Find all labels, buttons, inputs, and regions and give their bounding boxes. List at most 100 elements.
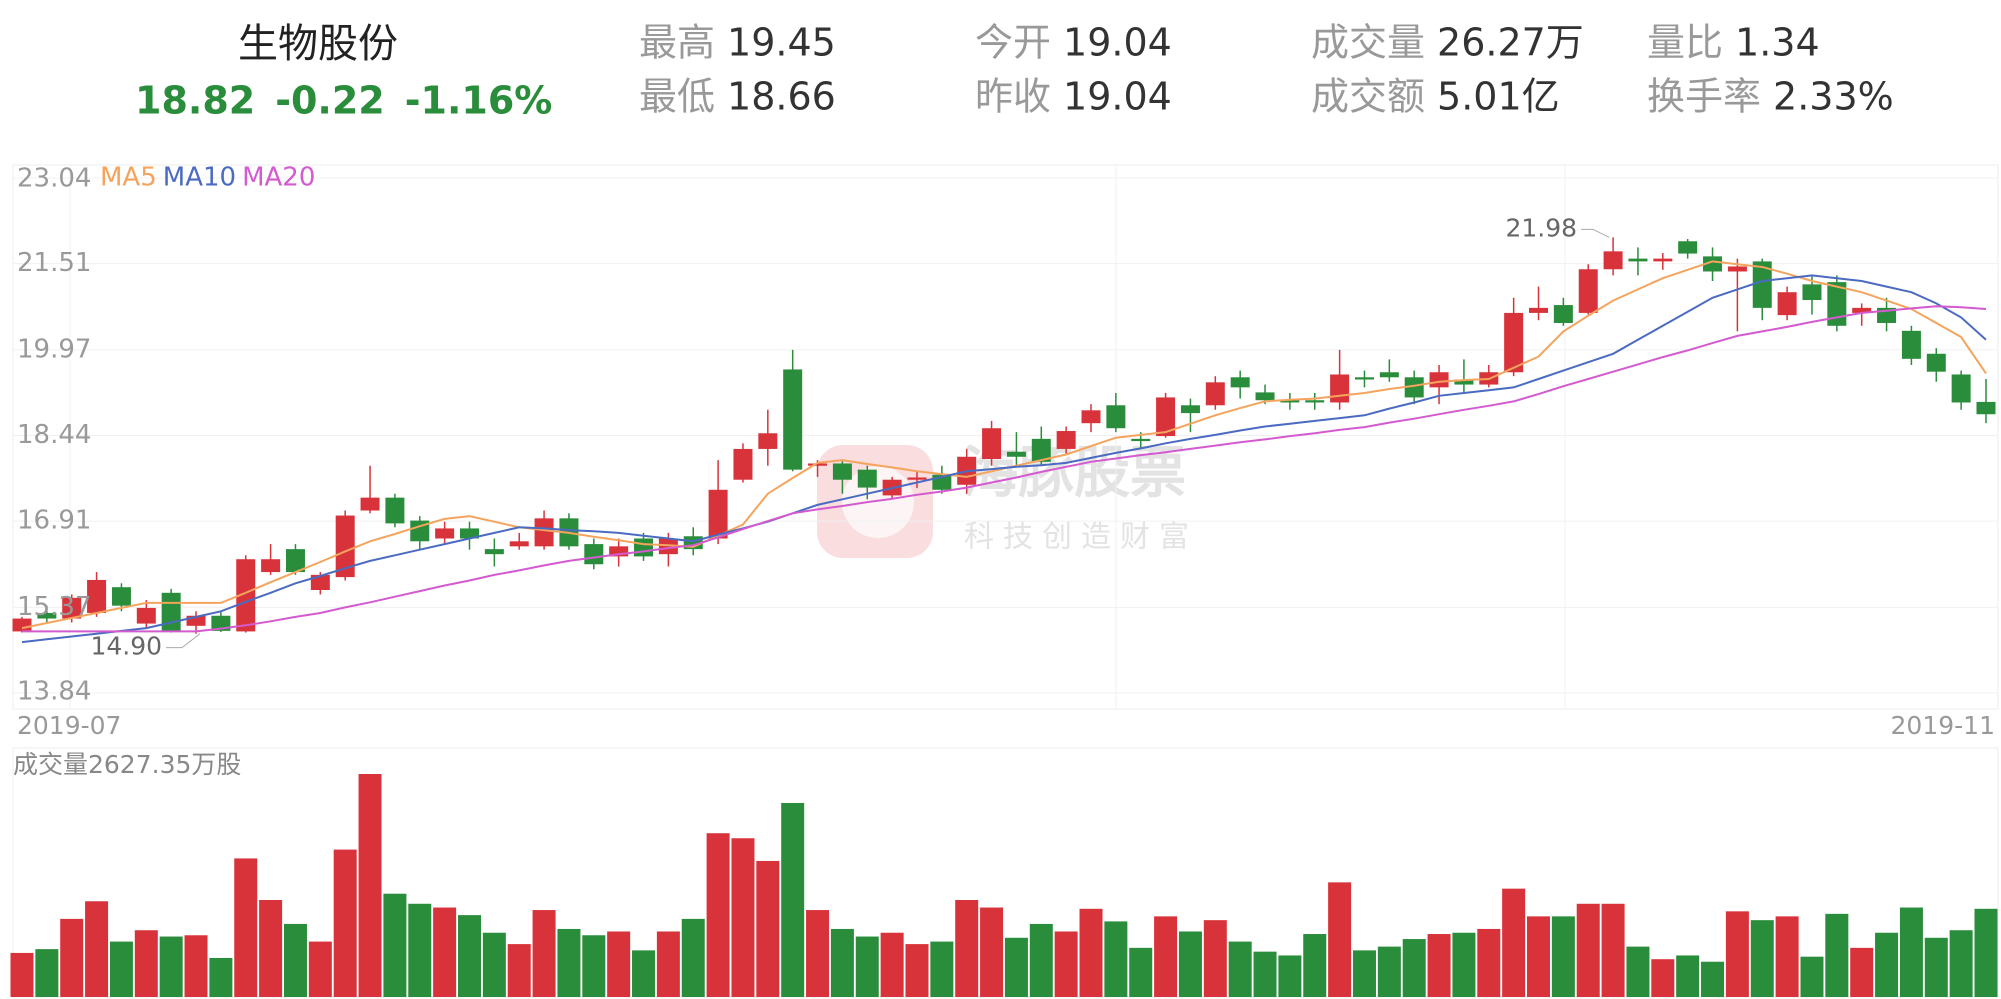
candle-body (1628, 258, 1648, 262)
volume-bar (457, 915, 481, 997)
candle-body (1603, 251, 1623, 270)
candle-body (459, 528, 479, 539)
volume-bar (930, 941, 954, 997)
candle-body (1777, 292, 1797, 316)
candle-body (1703, 256, 1723, 272)
volume-bar (1551, 916, 1575, 997)
volume-bar (1154, 916, 1178, 997)
stat-value: 26.27万 (1437, 21, 1584, 65)
candle-body (1106, 405, 1126, 429)
stat-label: 成交额 (1311, 75, 1425, 119)
candle-body (658, 538, 678, 555)
candle-body (584, 544, 604, 565)
stat-value: 19.45 (727, 21, 836, 65)
price-panel (12, 164, 1999, 710)
candle-body (1156, 397, 1176, 437)
volume-bar (1676, 955, 1700, 997)
candle-body (1056, 431, 1076, 449)
legend-entry: MA10 (163, 163, 236, 193)
x-label-start: 2019-07 (17, 711, 121, 740)
stat-label: 最高 (639, 21, 715, 65)
volume-bar (855, 936, 879, 997)
candle-body (907, 477, 927, 480)
low-leader (166, 633, 201, 649)
stat-value: 5.01亿 (1437, 75, 1560, 119)
volume-bar (383, 893, 407, 997)
volume-bar (1427, 934, 1451, 997)
candle-body (335, 515, 355, 578)
volume-bar (308, 941, 332, 997)
y-tick-label: 23.04 (17, 164, 91, 194)
volume-bar (557, 928, 581, 997)
volume-bar (955, 899, 979, 997)
legend-entry: MA5 (100, 163, 157, 193)
stat-value: 19.04 (1063, 75, 1172, 119)
volume-bar (283, 923, 307, 997)
volume-bar (10, 952, 34, 997)
volume-bar (1328, 882, 1352, 997)
candle-body (37, 612, 57, 619)
volume-bar (333, 849, 357, 997)
candle-body (1752, 261, 1772, 308)
candle-body (1205, 382, 1225, 406)
volume-bar (1203, 920, 1227, 997)
candle-body (1827, 282, 1847, 326)
stat-value: 19.04 (1063, 21, 1172, 65)
volume-bar (1850, 947, 1874, 997)
high-leader (1581, 228, 1610, 238)
watermark-slogan: 科技创造财富 (964, 520, 1198, 555)
candle-body (1504, 312, 1524, 373)
volume-bar (582, 935, 606, 997)
volume-bar (1924, 937, 1948, 997)
volume-bar (1626, 946, 1650, 997)
candle-body (261, 559, 281, 573)
candle-body (783, 369, 803, 470)
stat-label: 量比 (1647, 21, 1723, 65)
candle-body (1529, 307, 1549, 313)
candle-body (1255, 392, 1275, 401)
y-tick-label: 19.97 (17, 334, 91, 364)
watermark-logo-inner (842, 466, 914, 538)
watermark: 海豚股票 科技创造财富 (817, 441, 1198, 558)
stat-label: 成交量 (1311, 21, 1425, 65)
volume-bar (1875, 932, 1899, 997)
volume-bar (482, 932, 506, 997)
volume-bar (1527, 916, 1551, 997)
candle-body (1678, 241, 1698, 254)
candle-body (360, 497, 380, 511)
candle-body (111, 587, 131, 606)
volume-bar (1228, 941, 1252, 997)
volume-bar (109, 941, 133, 997)
candle-body (758, 433, 778, 449)
candle-body (1852, 307, 1872, 313)
stat-label: 换手率 (1647, 75, 1761, 119)
y-tick-label: 15.37 (17, 592, 91, 622)
candle-body (310, 574, 330, 590)
stock-name: 生物股份 (238, 21, 398, 67)
volume-bar (1576, 903, 1600, 997)
volume-bar (1178, 931, 1202, 997)
volume-bar (681, 918, 705, 997)
candle-body (62, 597, 82, 619)
volume-bar (507, 944, 531, 997)
candle-body (1354, 377, 1374, 380)
candle-body (534, 518, 554, 547)
volume-bar (1825, 913, 1849, 997)
candle-body (1379, 372, 1399, 378)
stat-label: 今开 (975, 21, 1051, 65)
candle-body (832, 463, 852, 480)
volume-bar (830, 928, 854, 997)
y-tick-label: 16.91 (17, 506, 91, 536)
volume-bar (806, 910, 830, 997)
volume-bar (731, 838, 755, 997)
volume-bar (1402, 939, 1426, 997)
volume-bar (1129, 947, 1153, 997)
volume-bar (1949, 930, 1973, 997)
volume-bar (632, 950, 656, 997)
candle-body (87, 579, 107, 613)
volume-bar (209, 957, 233, 997)
candle-body (385, 497, 405, 524)
candle-body (1404, 377, 1424, 398)
candle-body (1006, 451, 1026, 457)
